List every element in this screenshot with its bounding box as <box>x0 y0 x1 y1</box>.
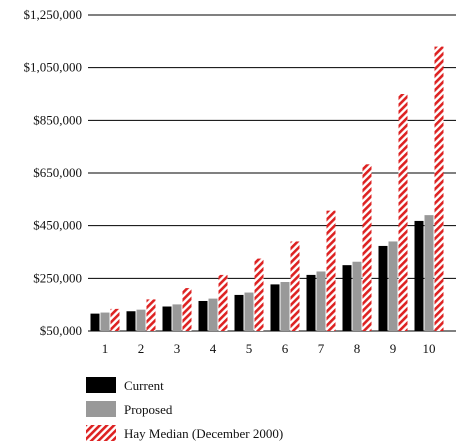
bar-hay-median <box>254 258 264 331</box>
bar-hay-median <box>362 164 372 331</box>
legend-label-current: Current <box>124 378 164 393</box>
bar-proposed <box>172 304 182 331</box>
bar-proposed <box>352 261 362 331</box>
x-tick-label: 4 <box>210 341 217 356</box>
y-tick-label: $450,000 <box>33 218 82 233</box>
y-tick-label: $650,000 <box>33 165 82 180</box>
x-tick-label: 9 <box>390 341 397 356</box>
bar-proposed <box>424 215 434 331</box>
bar-hay-median <box>326 210 336 331</box>
x-tick-label: 2 <box>138 341 145 356</box>
y-tick-label: $1,050,000 <box>24 60 83 75</box>
legend-swatch-hay-median <box>86 425 116 441</box>
x-tick-label: 3 <box>174 341 181 356</box>
bar-proposed <box>100 312 110 331</box>
bar-current <box>306 274 316 331</box>
x-tick-label: 1 <box>102 341 109 356</box>
legend: Current Proposed Hay Median (December 2000… <box>86 377 283 441</box>
bar-current <box>342 265 352 331</box>
bar-proposed <box>316 271 326 331</box>
bar-current <box>198 300 208 331</box>
bar-hay-median <box>110 308 120 331</box>
x-tick-label: 7 <box>318 341 325 356</box>
y-axis-tick-labels: $50,000 $250,000 $450,000 $650,000 $850,000 $… <box>24 7 83 338</box>
gridlines <box>88 14 456 332</box>
x-tick-label: 8 <box>354 341 361 356</box>
bar-current <box>90 313 100 331</box>
bar-proposed <box>244 292 254 331</box>
bars <box>90 46 444 331</box>
bar-proposed <box>280 282 290 331</box>
bar-current <box>234 294 244 331</box>
bar-hay-median <box>146 299 156 331</box>
bar-hay-median <box>290 241 300 331</box>
bar-hay-median <box>218 274 228 331</box>
y-tick-label: $250,000 <box>33 270 82 285</box>
x-tick-label: 6 <box>282 341 289 356</box>
legend-swatch-proposed <box>86 401 116 417</box>
y-tick-label: $850,000 <box>33 112 82 127</box>
bar-current <box>414 220 424 331</box>
bar-hay-median <box>434 46 444 331</box>
bar-current <box>270 284 280 331</box>
bar-hay-median <box>398 94 408 331</box>
bar-current <box>162 306 172 331</box>
bar-proposed <box>388 241 398 331</box>
legend-label-hay-median: Hay Median (December 2000) <box>124 426 283 441</box>
y-tick-label: $1,250,000 <box>24 7 83 22</box>
legend-label-proposed: Proposed <box>124 402 173 417</box>
bar-proposed <box>136 309 146 331</box>
x-tick-label: 10 <box>423 341 436 356</box>
x-tick-label: 5 <box>246 341 253 356</box>
legend-swatch-current <box>86 377 116 393</box>
bar-current <box>126 311 136 331</box>
bar-hay-median <box>182 288 192 331</box>
y-tick-label: $50,000 <box>40 323 82 338</box>
bar-current <box>378 245 388 331</box>
x-axis-tick-labels: 1 2 3 4 5 6 7 8 9 10 <box>102 341 436 356</box>
bar-proposed <box>208 298 218 331</box>
